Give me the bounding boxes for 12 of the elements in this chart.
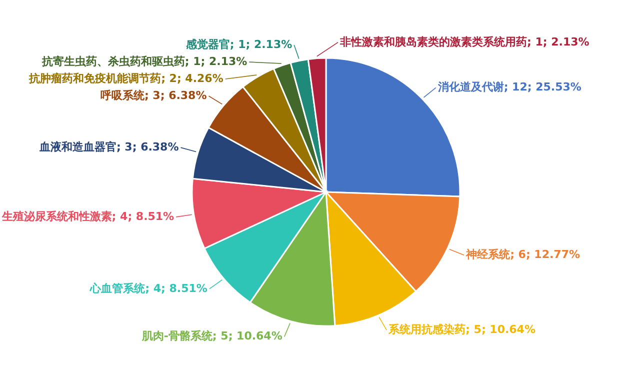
slice-label: 感觉器官; 1; 2.13%	[184, 38, 292, 52]
slice-label: 呼吸系统; 3; 6.38%	[100, 89, 207, 102]
slice-label: 抗寄生虫药、杀虫药和驱虫药; 1; 2.13%	[40, 55, 248, 68]
slice-label: 生殖泌尿系统和性激素; 4; 8.51%	[0, 210, 174, 223]
slice-label: 肌肉-骨骼系统; 5; 10.64%	[140, 330, 282, 343]
slice-label: 心血管系统; 4; 8.51%	[89, 282, 208, 295]
slice-label: 消化道及代谢; 12; 25.53%	[436, 80, 582, 94]
slice-label: 抗肿瘤药和免疫机能调节药; 2; 4.26%	[28, 72, 224, 86]
slice-label: 神经系统; 6; 12.77%	[465, 248, 580, 262]
slice-label: 非性激素和胰岛素类的激素类系统用药; 1; 2.13%	[339, 35, 590, 48]
slice-label: 系统用抗感染药; 5; 10.64%	[388, 323, 536, 336]
slice-label: 血液和造血器官; 3; 6.38%	[38, 140, 179, 154]
